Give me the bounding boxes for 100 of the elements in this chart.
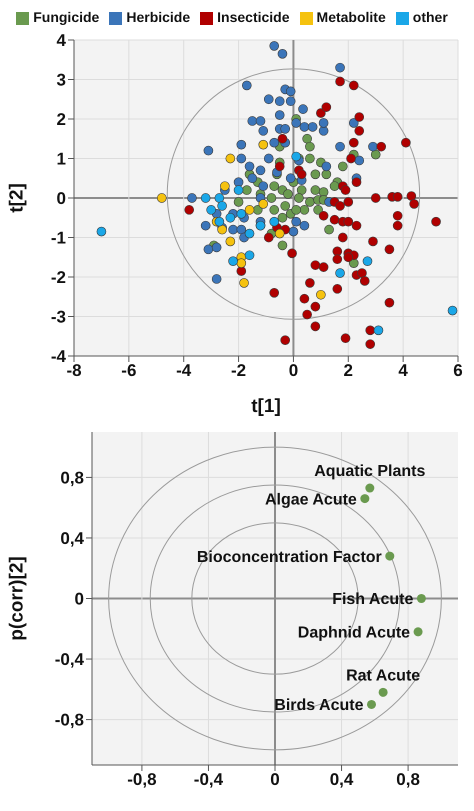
point: [269, 181, 280, 191]
point: [310, 185, 320, 195]
point: [294, 193, 304, 203]
point: [274, 228, 285, 238]
x-tick-label: -2: [231, 361, 246, 380]
point: [234, 197, 244, 207]
y-tick-label: 4: [56, 31, 67, 50]
point: [370, 150, 381, 160]
point: [228, 256, 238, 266]
point: [226, 212, 236, 223]
annotation: Bioconcentration Factor: [196, 548, 382, 566]
point: [278, 212, 288, 223]
x-tick-label: 0: [270, 770, 280, 790]
point: [226, 236, 236, 246]
legend-label: Metabolite: [316, 9, 386, 25]
x-tick-label: -4: [176, 361, 192, 380]
point: [305, 197, 315, 207]
point: [362, 256, 372, 266]
point: [283, 189, 293, 199]
point: [280, 201, 290, 211]
legend-label: Insecticide: [217, 9, 290, 25]
y-tick-label: -4: [50, 347, 67, 366]
y-tick-label: -0,4: [54, 650, 85, 670]
point: [214, 216, 224, 227]
point: [258, 199, 268, 209]
legend-label: Fungicide: [33, 9, 100, 25]
annotation: Algae Acute: [264, 491, 357, 508]
point: [365, 484, 374, 493]
x-axis-title: t[1]: [251, 396, 281, 417]
point: [244, 205, 254, 215]
point: [214, 193, 224, 203]
x-tick-label: 6: [453, 361, 463, 380]
point: [310, 169, 320, 180]
point: [448, 306, 458, 316]
point: [236, 258, 246, 268]
point: [242, 185, 252, 195]
point: [258, 140, 268, 150]
point: [305, 154, 315, 164]
point: [318, 187, 328, 197]
point: [366, 700, 376, 709]
x-tick-label: -6: [121, 361, 136, 380]
point: [206, 205, 216, 215]
x-tick-label: 0,4: [330, 770, 354, 790]
point: [335, 268, 345, 278]
point: [305, 142, 315, 152]
point: [360, 494, 370, 504]
y-tick-label: -0,8: [54, 710, 84, 730]
y-tick-label: 0: [56, 189, 66, 208]
annotation: Birds Acute: [274, 697, 364, 714]
y-tick-label: 0: [74, 590, 84, 609]
point: [266, 193, 276, 203]
legend-label: other: [412, 9, 448, 25]
y-tick-label: -3: [50, 308, 66, 327]
point: [236, 208, 246, 219]
point: [96, 226, 106, 236]
y-tick-label: 1: [56, 150, 66, 169]
annotation: Fish Acute: [332, 591, 414, 608]
y-tick-label: 2: [56, 110, 66, 130]
point: [300, 205, 310, 215]
point: [156, 193, 167, 203]
point: [217, 201, 227, 211]
legend-label: Herbicide: [126, 9, 190, 25]
y-axis-title: p(corr)[2]: [6, 556, 28, 641]
point: [244, 250, 254, 260]
x-tick-label: 2: [344, 361, 354, 380]
point: [269, 205, 280, 215]
point: [414, 627, 423, 636]
point: [269, 216, 280, 227]
x-tick-label: -0,4: [194, 770, 224, 790]
annotation: Rat Acute: [346, 667, 420, 684]
point: [316, 290, 326, 300]
x-tick-label: -8: [66, 361, 82, 380]
point: [296, 185, 306, 195]
point: [322, 169, 332, 180]
annotation: Aquatic Plants: [314, 463, 426, 480]
x-tick-label: -0,8: [127, 770, 157, 790]
point: [338, 162, 348, 172]
point: [220, 181, 230, 191]
point: [278, 240, 288, 250]
point: [291, 152, 301, 162]
point: [385, 552, 394, 561]
point: [239, 278, 249, 288]
y-tick-label: 3: [56, 70, 66, 90]
point: [302, 134, 312, 144]
y-tick-label: -2: [50, 268, 66, 288]
point: [291, 205, 301, 215]
y-axis-title: t[2]: [6, 183, 28, 213]
x-tick-label: 0: [288, 361, 298, 380]
point: [200, 193, 210, 203]
point: [416, 594, 426, 604]
y-tick-label: -1: [50, 228, 66, 248]
point: [330, 181, 340, 191]
point: [226, 154, 236, 164]
point: [313, 205, 323, 215]
point: [374, 326, 384, 336]
annotation: Daphnid Acute: [298, 624, 410, 642]
point: [234, 185, 244, 195]
y-tick-label: 0,4: [60, 528, 85, 548]
point: [324, 224, 334, 234]
x-tick-label: 0,8: [396, 770, 420, 790]
